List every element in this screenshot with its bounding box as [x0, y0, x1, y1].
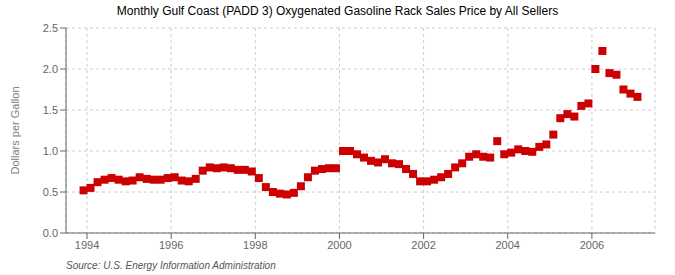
svg-text:1998: 1998 — [243, 239, 267, 251]
svg-text:2000: 2000 — [327, 239, 351, 251]
svg-text:Dollars per Gallon: Dollars per Gallon — [9, 86, 21, 174]
svg-text:2006: 2006 — [580, 239, 604, 251]
svg-text:1.5: 1.5 — [43, 104, 58, 116]
svg-text:2.0: 2.0 — [43, 63, 58, 75]
svg-text:2.5: 2.5 — [43, 22, 58, 34]
html-text:Source: U.S. Energy Informatio: Source: U.S. Energy Information Administ… — [66, 260, 276, 271]
svg-text:1.0: 1.0 — [43, 145, 58, 157]
svg-text:1996: 1996 — [159, 239, 183, 251]
svg-text:1994: 1994 — [75, 239, 99, 251]
svg-text:2002: 2002 — [411, 239, 435, 251]
svg-text:2004: 2004 — [496, 239, 520, 251]
svg-text:0.0: 0.0 — [43, 227, 58, 239]
html-text:Monthly Gulf Coast (PADD 3) Ox: Monthly Gulf Coast (PADD 3) Oxygenated G… — [116, 4, 559, 18]
svg-text:0.5: 0.5 — [43, 186, 58, 198]
